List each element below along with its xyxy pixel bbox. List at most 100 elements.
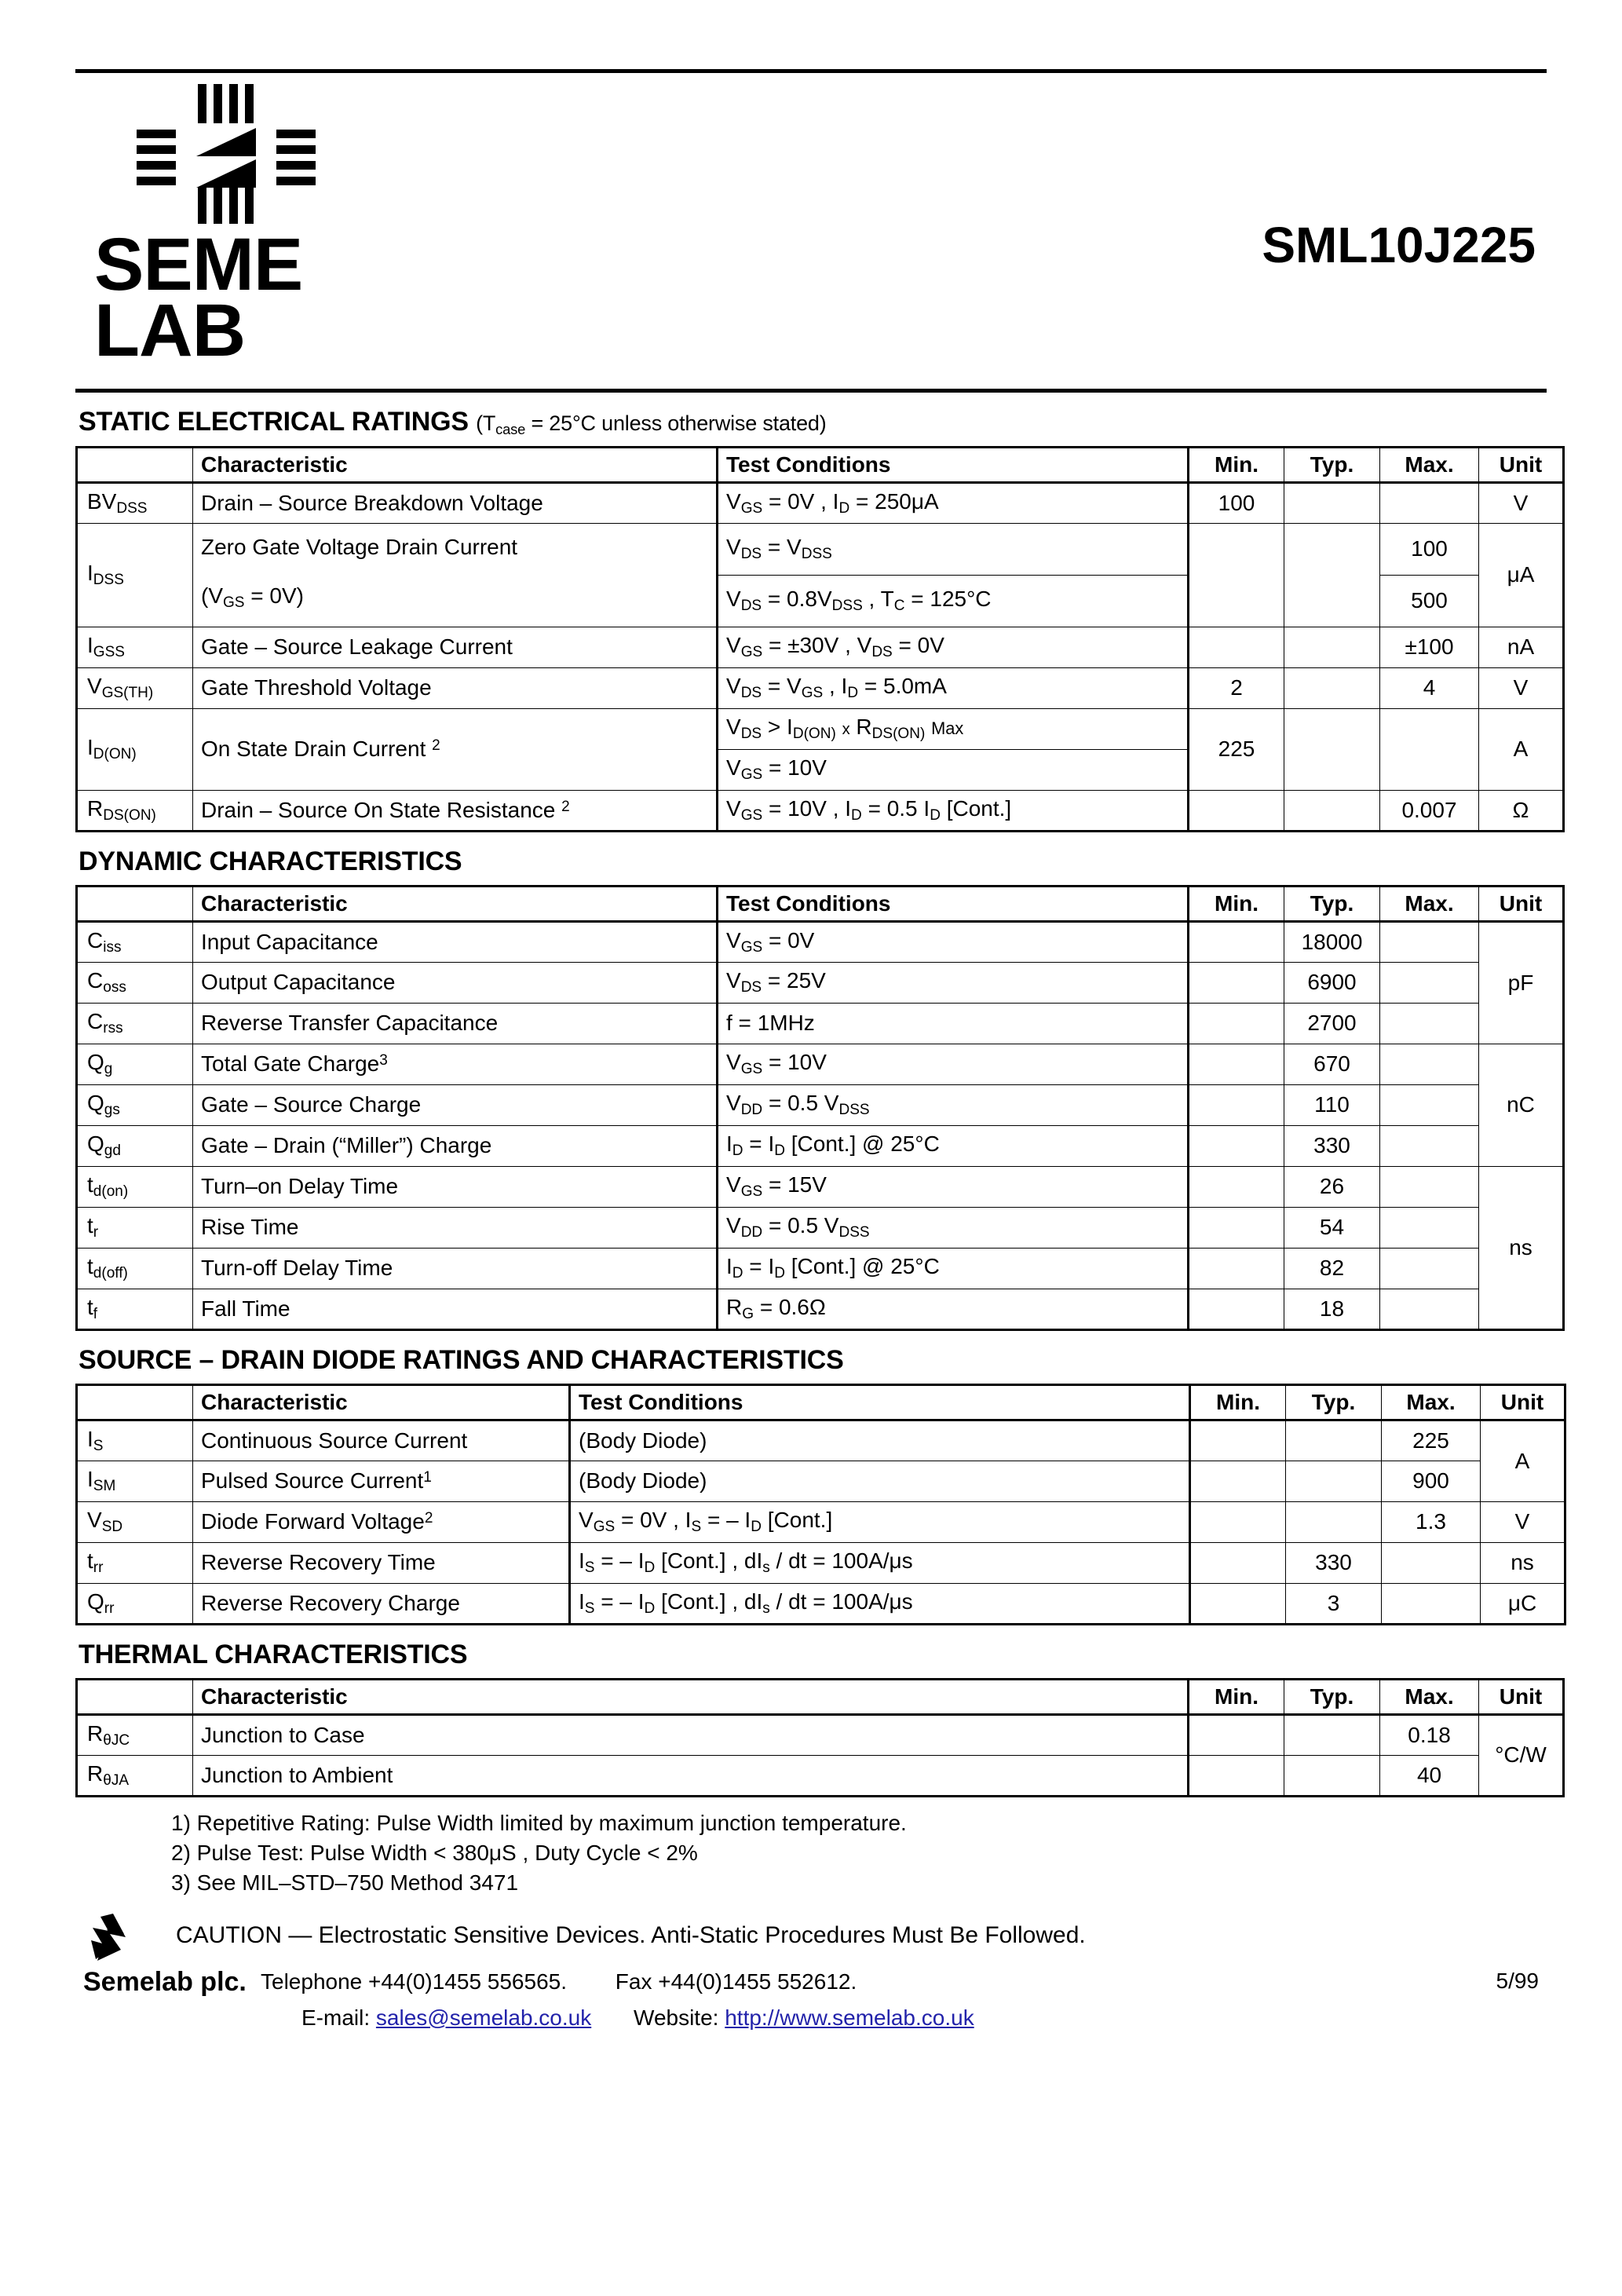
row-min bbox=[1187, 1247, 1284, 1289]
col-test-conditions: Test Conditions bbox=[716, 885, 1189, 923]
row-min bbox=[1187, 1002, 1284, 1044]
dynamic-table-body: Ciss Input Capacitance VGS = 0V 18000 pF Coss… bbox=[76, 920, 1564, 1330]
col-characteristic: Characteristic bbox=[192, 885, 718, 923]
semelab-logo: SEME LAB bbox=[91, 84, 374, 372]
section-title-diode: SOURCE – DRAIN DIODE RATINGS AND CHARACT… bbox=[79, 1344, 844, 1375]
col-characteristic: Characteristic bbox=[192, 1678, 1189, 1716]
row-max bbox=[1379, 920, 1479, 963]
col-max: Max. bbox=[1379, 1678, 1480, 1716]
row-max bbox=[1379, 1247, 1479, 1289]
row-characteristic: Turn–on Delay Time bbox=[192, 1165, 718, 1208]
row-min bbox=[1187, 1124, 1284, 1167]
email-label: E-mail: bbox=[301, 2005, 371, 2030]
row-symbol: RθJC bbox=[76, 1713, 193, 1756]
table-row: Qg Total Gate Charge3 VGS = 10V 670 nC bbox=[76, 1043, 1564, 1167]
logo-word-lab: LAB bbox=[94, 289, 246, 372]
row-characteristic: On State Drain Current 2 bbox=[192, 707, 718, 791]
row-min bbox=[1187, 1206, 1284, 1249]
row-typ bbox=[1284, 1754, 1381, 1797]
row-characteristic: Turn-off Delay Time bbox=[192, 1247, 718, 1289]
row-min bbox=[1187, 1713, 1285, 1756]
esd-warning-icon bbox=[91, 1913, 126, 1961]
row-test-condition: IS = – ID [Cont.] , dIs / dt = 100A/μs bbox=[568, 1541, 1190, 1584]
row-max: 100 bbox=[1379, 522, 1479, 576]
row-characteristic: Output Capacitance bbox=[192, 961, 718, 1004]
row-symbol: Coss bbox=[76, 961, 193, 1004]
row-typ: 330 bbox=[1285, 1541, 1382, 1584]
row-min: 2 bbox=[1187, 667, 1284, 709]
row-max bbox=[1379, 1002, 1479, 1044]
website-link[interactable]: http://www.semelab.co.uk bbox=[725, 2005, 974, 2030]
row-characteristic: Gate – Source Leakage Current bbox=[192, 626, 718, 668]
table-row: RDS(ON) Drain – Source On State Resistanc… bbox=[76, 789, 1564, 832]
row-typ bbox=[1285, 1460, 1382, 1502]
row-min: 225 bbox=[1187, 707, 1284, 791]
row-unit: °C/W bbox=[1478, 1713, 1565, 1797]
row-max: 4 bbox=[1379, 667, 1479, 709]
row-typ: 330 bbox=[1284, 1124, 1380, 1167]
row-max: 1.3 bbox=[1381, 1501, 1481, 1543]
row-unit: ns bbox=[1478, 1165, 1564, 1330]
row-unit: V bbox=[1478, 481, 1564, 524]
section-static-note: (Tcase = 25°C unless otherwise stated) bbox=[476, 411, 827, 437]
col-symbol bbox=[76, 885, 193, 923]
row-max: 500 bbox=[1379, 574, 1479, 627]
section-title-dynamic: DYNAMIC CHARACTERISTICS bbox=[79, 846, 462, 876]
row-characteristic: Rise Time bbox=[192, 1206, 718, 1249]
row-min: 100 bbox=[1187, 481, 1284, 524]
row-symbol: ISM bbox=[76, 1460, 193, 1502]
row-test-condition: VDD = 0.5 VDSS bbox=[716, 1206, 1189, 1249]
row-test-condition: ID = ID [Cont.] @ 25°C bbox=[716, 1247, 1189, 1289]
row-min bbox=[1189, 1582, 1286, 1625]
row-min bbox=[1187, 789, 1284, 832]
col-typ: Typ. bbox=[1285, 1384, 1382, 1421]
row-typ: 26 bbox=[1284, 1165, 1380, 1208]
row-characteristic: Junction to Case bbox=[192, 1713, 1189, 1756]
col-symbol bbox=[76, 446, 193, 484]
row-max bbox=[1379, 481, 1479, 524]
email-link[interactable]: sales@semelab.co.uk bbox=[375, 2005, 592, 2030]
row-typ bbox=[1284, 707, 1380, 791]
col-test-conditions: Test Conditions bbox=[716, 446, 1189, 484]
row-test-condition: VGS = ±30V , VDS = 0V bbox=[716, 626, 1189, 668]
row-typ: 54 bbox=[1284, 1206, 1380, 1249]
col-max: Max. bbox=[1379, 885, 1479, 923]
row-max bbox=[1379, 707, 1479, 791]
col-typ: Typ. bbox=[1284, 885, 1380, 923]
table-row: tr Rise Time VDD = 0.5 VDSS 54 bbox=[76, 1206, 1564, 1249]
row-characteristic: Fall Time bbox=[192, 1288, 718, 1330]
row-min bbox=[1187, 961, 1284, 1004]
row-unit: A bbox=[1478, 707, 1564, 791]
row-symbol: tf bbox=[76, 1288, 193, 1330]
row-symbol: VSD bbox=[76, 1501, 193, 1543]
section-title-thermal: THERMAL CHARACTERISTICS bbox=[79, 1639, 468, 1669]
table-row: Qgs Gate – Source Charge VDD = 0.5 VDSS 110 bbox=[76, 1084, 1564, 1126]
row-symbol: ID(ON) bbox=[76, 707, 193, 791]
row-symbol: Qg bbox=[76, 1043, 193, 1085]
col-unit: Unit bbox=[1478, 446, 1564, 484]
row-typ: 2700 bbox=[1284, 1002, 1380, 1044]
row-characteristic: Zero Gate Voltage Drain Current (VGS = 0V… bbox=[192, 522, 718, 627]
table-row: td(off) Turn-off Delay Time ID = ID [Cont.… bbox=[76, 1247, 1564, 1289]
header-divider bbox=[75, 389, 1547, 393]
row-typ bbox=[1284, 522, 1380, 627]
row-typ: 6900 bbox=[1284, 961, 1380, 1004]
table-header-row: Characteristic Test Conditions Min. Typ.… bbox=[76, 885, 1564, 923]
col-unit: Unit bbox=[1478, 885, 1564, 923]
table-row: Crss Reverse Transfer Capacitance f = 1MHz… bbox=[76, 1002, 1564, 1044]
row-typ bbox=[1284, 481, 1380, 524]
thermal-characteristics-table: Characteristic Min. Typ. Max. Unit RθJC J… bbox=[75, 1677, 1565, 1797]
table-row: Qrr Reverse Recovery Charge IS = – ID [Con… bbox=[76, 1582, 1565, 1625]
row-unit: nA bbox=[1478, 626, 1564, 668]
row-test-condition: VGS = 0V , IS = – ID [Cont.] bbox=[568, 1501, 1190, 1543]
row-min bbox=[1187, 920, 1284, 963]
row-characteristic: Junction to Ambient bbox=[192, 1754, 1189, 1797]
row-characteristic: Reverse Transfer Capacitance bbox=[192, 1002, 718, 1044]
row-symbol: RθJA bbox=[76, 1754, 193, 1797]
row-typ bbox=[1284, 1713, 1381, 1756]
row-symbol: VGS(TH) bbox=[76, 667, 193, 709]
section-title-static-text: STATIC ELECTRICAL RATINGS bbox=[79, 407, 469, 437]
footnote-3: 3) See MIL–STD–750 Method 3471 bbox=[171, 1870, 519, 1895]
table-row: td(on) Turn–on Delay Time VGS = 15V 26 ns bbox=[76, 1165, 1564, 1330]
col-min: Min. bbox=[1187, 885, 1284, 923]
